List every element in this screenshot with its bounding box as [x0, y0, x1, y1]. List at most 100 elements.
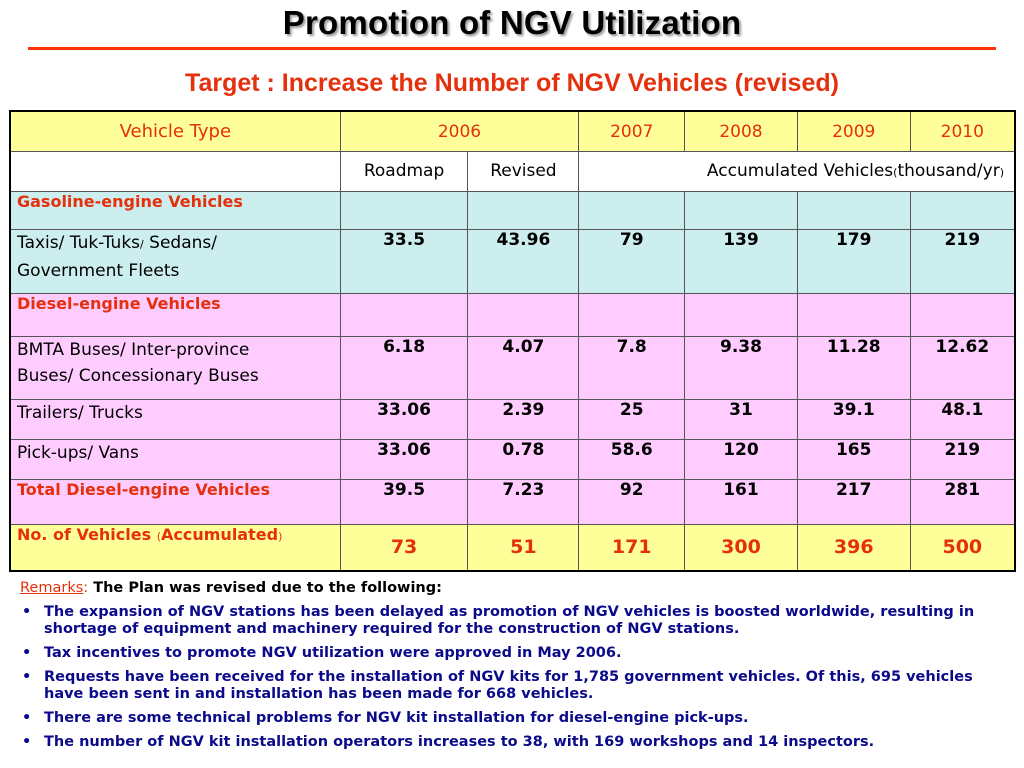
- year-header-2006: 2006: [339, 110, 580, 153]
- table-cell: [684, 190, 798, 231]
- bullet-icon: •: [22, 669, 32, 685]
- subheader-row: Roadmap Revised Accumulated Vehicles(tho…: [9, 151, 1016, 192]
- value-roadmap-2006: 33.5: [339, 229, 469, 294]
- value-2008: 139: [684, 229, 798, 294]
- row-label-line2: Buses/ Concessionary Buses: [17, 366, 259, 387]
- no-of-vehicles-row: No. of Vehicles (Accumulated) 73 51 171 …: [9, 523, 1016, 572]
- value-revised-2006: 7.23: [467, 479, 580, 525]
- table-cell: [684, 292, 798, 338]
- value-2010: 219: [909, 229, 1016, 294]
- table-cell: [796, 190, 911, 231]
- diesel-category-label: Diesel-engine Vehicles: [9, 292, 341, 338]
- value-2008: 161: [684, 479, 798, 525]
- value-2007: 92: [578, 479, 686, 525]
- slide-title: Promotion of NGV Utilization: [282, 4, 742, 41]
- table-cell: [339, 190, 469, 231]
- gasoline-category-row: Gasoline-engine Vehicles: [9, 190, 1016, 231]
- value-2008: 300: [684, 523, 798, 572]
- total-diesel-row: Total Diesel-engine Vehicles 39.5 7.23 9…: [9, 479, 1016, 525]
- value-revised-2006: 51: [467, 523, 580, 572]
- value-2009: 396: [796, 523, 911, 572]
- list-item-text: There are some technical problems for NG…: [44, 710, 749, 726]
- ngv-plan-table: Vehicle Type 2006 2007 2008 2009 2010 Ro…: [9, 110, 1016, 572]
- subtitle-paren: (revised): [734, 69, 839, 97]
- list-item: • Requests have been received for the ins…: [20, 669, 1010, 703]
- value-2010: 48.1: [909, 399, 1016, 440]
- value-revised-2006: 4.07: [467, 336, 580, 401]
- table-cell: [467, 292, 580, 338]
- table-row-pickups: Pick-ups/ Vans 33.06 0.78 58.6 120 165 2…: [9, 438, 1016, 481]
- list-item: • Tax incentives to promote NGV utilizati…: [20, 645, 1010, 662]
- value-2009: 11.28: [796, 336, 911, 401]
- list-item: • The expansion of NGV stations has been …: [20, 604, 1010, 638]
- value-revised-2006: 0.78: [467, 438, 580, 481]
- row-label-sep: /: [140, 238, 144, 252]
- list-item-text: The number of NGV kit installation opera…: [44, 734, 875, 750]
- row-label-line1: Taxis/ Tuk-Tuks: [17, 233, 141, 254]
- bullet-icon: •: [22, 604, 32, 620]
- diesel-category-row: Diesel-engine Vehicles: [9, 292, 1016, 338]
- value-revised-2006: 43.96: [467, 229, 580, 294]
- bullet-icon: •: [22, 734, 32, 750]
- remarks-label: Remarks: [20, 580, 84, 596]
- accumulated-paren-open: (: [893, 166, 898, 180]
- no-of-vehicles-paren-close: ): [278, 529, 283, 543]
- remarks-heading: Remarks: The Plan was revised due to the…: [20, 580, 442, 596]
- value-2007: 25: [578, 399, 686, 440]
- list-item-text: Tax incentives to promote NGV utilizatio…: [44, 645, 622, 661]
- revised-header: Revised: [467, 151, 580, 192]
- bullet-icon: •: [22, 645, 32, 661]
- list-item: • There are some technical problems for N…: [20, 710, 1010, 727]
- remarks-list: • The expansion of NGV stations has been …: [20, 604, 1010, 758]
- value-2010: 500: [909, 523, 1016, 572]
- value-2007: 171: [578, 523, 686, 572]
- value-2008: 120: [684, 438, 798, 481]
- accumulated-header: Accumulated Vehicles(thousand/yr): [578, 151, 1016, 192]
- table-cell: [796, 292, 911, 338]
- table-cell: [909, 292, 1016, 338]
- row-label: Taxis/ Tuk-Tuks/ Sedans/ Government Flee…: [9, 229, 341, 294]
- row-label-line1b: Sedans/: [143, 233, 217, 254]
- list-item-text: The expansion of NGV stations has been d…: [44, 604, 975, 637]
- value-roadmap-2006: 33.06: [339, 438, 469, 481]
- remarks-text: The Plan was revised due to the followin…: [88, 580, 442, 596]
- row-label-line2: Government Fleets: [17, 261, 180, 282]
- value-roadmap-2006: 33.06: [339, 399, 469, 440]
- slide-subtitle: Target : Increase the Number of NGV Vehi…: [0, 69, 1024, 98]
- value-2008: 31: [684, 399, 798, 440]
- value-2009: 217: [796, 479, 911, 525]
- row-label: Trailers/ Trucks: [9, 399, 341, 440]
- no-of-vehicles-text: No. of Vehicles: [17, 524, 152, 544]
- year-header-2007: 2007: [578, 110, 686, 153]
- table-cell: [578, 190, 686, 231]
- remarks-colon: :: [83, 580, 89, 596]
- row-label: BMTA Buses/ Inter-province Buses/ Conces…: [9, 336, 341, 401]
- year-header-2008: 2008: [684, 110, 798, 153]
- no-of-vehicles-paren-open: (: [156, 529, 162, 543]
- value-2008: 9.38: [684, 336, 798, 401]
- vehicle-type-header: Vehicle Type: [9, 110, 341, 153]
- value-2010: 219: [909, 438, 1016, 481]
- value-2007: 58.6: [578, 438, 686, 481]
- table-cell: [467, 190, 580, 231]
- accumulated-paren-close: ): [999, 166, 1004, 180]
- value-roadmap-2006: 73: [339, 523, 469, 572]
- value-2007: 79: [578, 229, 686, 294]
- no-of-vehicles-inner: Accumulated: [161, 524, 279, 544]
- accumulated-prefix: Accumulated Vehicles: [706, 161, 894, 182]
- table-cell: [578, 292, 686, 338]
- list-item-text: Requests have been received for the inst…: [44, 669, 973, 702]
- no-of-vehicles-label: No. of Vehicles (Accumulated): [9, 523, 341, 572]
- value-2007: 7.8: [578, 336, 686, 401]
- list-item: • The number of NGV kit installation oper…: [20, 734, 1010, 751]
- value-revised-2006: 2.39: [467, 399, 580, 440]
- value-2010: 281: [909, 479, 1016, 525]
- table-row-buses: BMTA Buses/ Inter-province Buses/ Conces…: [9, 336, 1016, 401]
- value-2009: 39.1: [796, 399, 911, 440]
- year-header-2009: 2009: [796, 110, 911, 153]
- value-2010: 12.62: [909, 336, 1016, 401]
- table-cell: [339, 292, 469, 338]
- table-cell: [909, 190, 1016, 231]
- total-diesel-label: Total Diesel-engine Vehicles: [9, 479, 341, 525]
- row-label-line1: BMTA Buses/ Inter-province: [17, 340, 250, 361]
